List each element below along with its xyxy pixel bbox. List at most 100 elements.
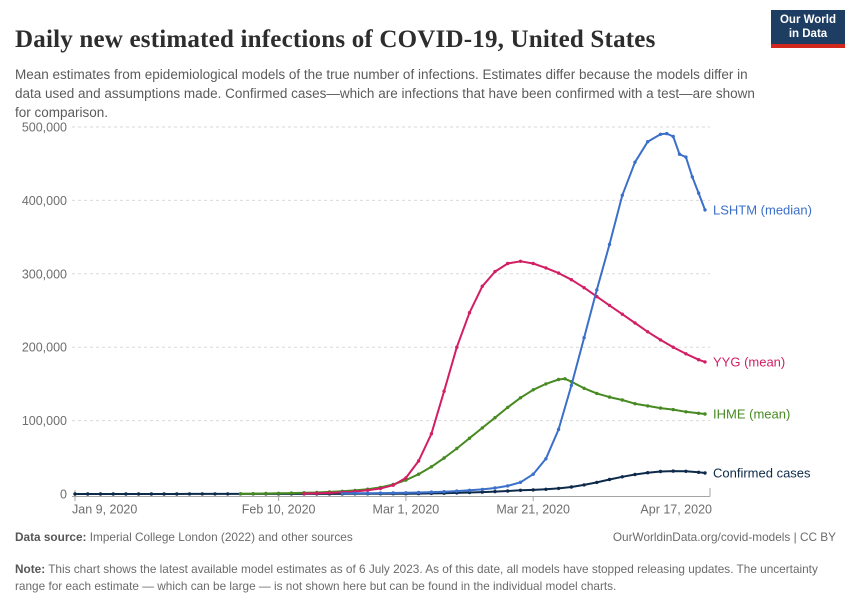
data-source: Data source: Imperial College London (20…	[15, 530, 353, 544]
data-point-confirmed-cases	[633, 472, 637, 477]
data-point-yyg-mean	[442, 389, 446, 393]
data-point-ihme-mean	[442, 456, 446, 460]
series-line-confirmed-cases	[74, 470, 706, 495]
data-point-confirmed-cases	[111, 492, 115, 496]
owid-logo-line2: in Data	[788, 27, 828, 40]
data-point-confirmed-cases	[175, 492, 179, 496]
data-point-ihme-mean	[251, 492, 255, 496]
data-point-confirmed-cases	[86, 492, 90, 496]
data-point-lshtm-median	[696, 191, 701, 195]
data-point-lshtm-median	[665, 131, 669, 136]
data-point-yyg-mean	[633, 321, 637, 325]
data-point-yyg-mean	[480, 284, 484, 288]
data-point-yyg-mean	[582, 286, 586, 290]
series-label-lshtm-median: LSHTM (median)	[713, 202, 812, 217]
owid-logo: Our World in Data	[771, 10, 845, 48]
data-point-confirmed-cases	[569, 485, 574, 489]
data-point-ihme-mean	[544, 382, 548, 386]
data-point-lshtm-median	[455, 489, 459, 493]
data-point-lshtm-median	[620, 193, 624, 197]
data-point-ihme-mean	[264, 491, 268, 496]
data-point-yyg-mean	[620, 312, 624, 316]
data-point-lshtm-median	[429, 490, 434, 494]
data-point-ihme-mean	[633, 402, 637, 406]
y-axis-label: 400,000	[22, 194, 67, 208]
data-point-yyg-mean	[684, 352, 688, 356]
x-axis-label: Jan 9, 2020	[72, 503, 137, 517]
data-point-confirmed-cases	[671, 469, 675, 473]
owid-logo-line1: Our World	[779, 14, 836, 26]
data-point-confirmed-cases	[136, 492, 141, 496]
data-point-yyg-mean	[569, 278, 574, 282]
data-point-yyg-mean	[366, 488, 370, 492]
data-point-confirmed-cases	[544, 487, 548, 491]
data-point-yyg-mean	[302, 491, 306, 496]
data-point-confirmed-cases	[73, 492, 77, 496]
data-point-yyg-mean	[703, 360, 707, 364]
data-point-ihme-mean	[607, 395, 612, 399]
data-point-ihme-mean	[455, 446, 459, 451]
data-source-text: Imperial College London (2022) and other…	[86, 530, 353, 544]
data-point-yyg-mean	[391, 483, 395, 487]
data-point-lshtm-median	[569, 383, 574, 388]
data-point-ihme-mean	[671, 407, 675, 412]
x-axis-label: Mar 1, 2020	[373, 503, 440, 517]
footer-note-label: Note:	[15, 561, 46, 576]
data-point-lshtm-median	[658, 132, 663, 136]
data-point-lshtm-median	[544, 457, 548, 461]
series-label-ihme-mean: IHME (mean)	[713, 406, 790, 421]
data-point-yyg-mean	[315, 491, 319, 495]
data-point-yyg-mean	[327, 491, 332, 495]
data-point-confirmed-cases	[658, 469, 663, 474]
data-point-confirmed-cases	[703, 471, 707, 475]
data-point-lshtm-median	[690, 175, 694, 179]
data-point-ihme-mean	[493, 416, 497, 420]
footer-note: Note: This chart shows the latest availa…	[15, 561, 838, 595]
data-point-ihme-mean	[480, 426, 484, 430]
data-point-lshtm-median	[391, 491, 395, 495]
data-point-lshtm-median	[633, 160, 637, 164]
data-point-ihme-mean	[238, 492, 243, 496]
data-point-confirmed-cases	[607, 477, 612, 482]
data-point-lshtm-median	[703, 208, 707, 212]
data-point-lshtm-median	[684, 155, 688, 159]
data-point-lshtm-median	[353, 491, 357, 495]
y-axis-label: 100,000	[22, 414, 67, 428]
data-point-yyg-mean	[467, 311, 472, 315]
data-point-ihme-mean	[684, 410, 688, 414]
data-point-confirmed-cases	[149, 492, 154, 496]
data-point-lshtm-median	[582, 336, 586, 340]
data-point-lshtm-median	[493, 486, 497, 490]
data-point-yyg-mean	[671, 345, 675, 349]
y-axis-label: 300,000	[22, 267, 67, 281]
x-axis-label: Feb 10, 2020	[242, 503, 316, 517]
data-point-lshtm-median	[340, 491, 344, 496]
data-point-ihme-mean	[620, 398, 624, 402]
data-point-ihme-mean	[518, 396, 523, 400]
data-point-confirmed-cases	[620, 475, 624, 479]
data-point-lshtm-median	[506, 484, 510, 488]
data-point-lshtm-median	[556, 427, 561, 432]
data-point-confirmed-cases	[582, 483, 586, 487]
data-point-confirmed-cases	[480, 490, 484, 494]
series-line-yyg-mean	[303, 260, 706, 495]
series-line-lshtm-median	[341, 132, 706, 495]
data-point-lshtm-median	[518, 480, 523, 484]
data-point-yyg-mean	[696, 358, 701, 362]
data-point-yyg-mean	[531, 261, 535, 266]
data-point-yyg-mean	[544, 266, 548, 270]
data-point-ihme-mean	[595, 391, 599, 396]
data-point-ihme-mean	[658, 406, 663, 410]
data-point-confirmed-cases	[213, 492, 217, 496]
data-point-confirmed-cases	[684, 469, 688, 473]
data-point-ihme-mean	[276, 491, 281, 495]
data-point-ihme-mean	[429, 465, 434, 469]
data-point-lshtm-median	[677, 152, 682, 156]
data-point-yyg-mean	[607, 303, 612, 308]
data-point-yyg-mean	[506, 261, 510, 266]
data-point-ihme-mean	[467, 436, 472, 440]
data-point-lshtm-median	[480, 487, 484, 492]
chart-subtitle: Mean estimates from epidemiological mode…	[15, 66, 755, 121]
